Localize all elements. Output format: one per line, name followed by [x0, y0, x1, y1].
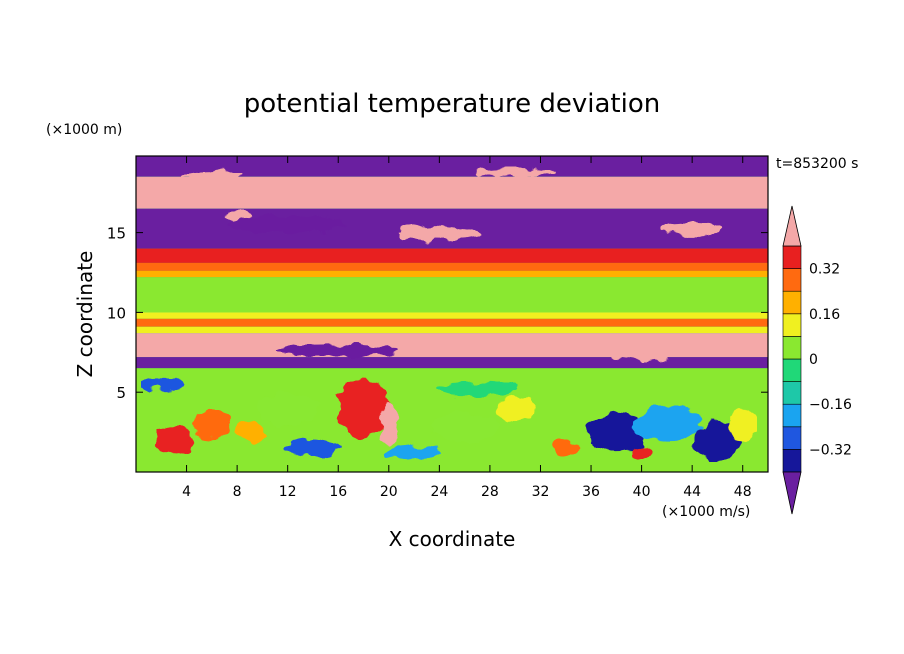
- colorbar-label: −0.16: [809, 397, 852, 413]
- colorbar-label: 0.32: [809, 262, 840, 278]
- x-axis-label: X coordinate: [389, 527, 516, 551]
- contour-band-5: [136, 270, 768, 278]
- x-tick-label: 20: [380, 484, 398, 500]
- contour-patch-9: [632, 406, 701, 443]
- x-tick-label: 28: [481, 484, 499, 500]
- contour-patch-1: [380, 404, 397, 445]
- time-label: t=853200 s: [776, 156, 858, 172]
- contour-patch-12: [553, 439, 578, 458]
- contour-patch-13: [286, 439, 339, 458]
- contour-patch-17: [437, 382, 518, 397]
- x-tick-label: 32: [532, 484, 550, 500]
- contour-field: [136, 156, 768, 472]
- contour-patch-8: [586, 412, 647, 453]
- contour-blobs: [141, 166, 757, 462]
- x-tick-label: 48: [734, 484, 752, 500]
- colorbar-segment-7: [782, 290, 802, 315]
- y-tick-label: 15: [107, 225, 126, 243]
- contour-patch-24: [278, 344, 399, 357]
- x-unit-label: (×1000 m/s): [662, 504, 750, 520]
- contour-band-1: [136, 176, 768, 209]
- colorbar-segment-8: [782, 268, 802, 292]
- contour-patch-3: [153, 427, 194, 454]
- contour-band-10: [136, 333, 768, 358]
- contour-band-8: [136, 318, 768, 327]
- colorbar-label: 0.16: [809, 307, 840, 323]
- y-tick-label: 10: [107, 304, 126, 322]
- colorbar-label: −0.32: [809, 442, 852, 458]
- contour-band-3: [136, 248, 768, 263]
- contour-patch-25: [611, 350, 672, 361]
- contour-patch-6: [430, 412, 499, 443]
- colorbar-segment-2: [782, 403, 802, 428]
- contour-patch-11: [728, 409, 757, 440]
- x-axis: 4 8 12 16 20 24 28 32 36 40 44 48: [182, 156, 752, 500]
- y-axis: 5 10 15: [107, 225, 768, 402]
- contour-patch-5: [235, 422, 264, 443]
- contour-patch-23: [475, 166, 556, 177]
- contour-patch-19: [399, 224, 480, 241]
- contour-patch-20: [227, 216, 348, 233]
- x-tick-label: 36: [582, 484, 600, 500]
- colorbar-label: 0: [809, 352, 818, 368]
- colorbar: 0.32 0.16 0 −0.16 −0.32: [782, 205, 852, 515]
- contour-patch-10: [695, 420, 740, 461]
- contour-patch-2: [193, 409, 230, 440]
- contour-band-7: [136, 312, 768, 319]
- colorbar-top-arrow: [782, 205, 802, 247]
- contour-patch-14: [384, 445, 445, 460]
- x-tick-label: 16: [329, 484, 347, 500]
- contour-band-11: [136, 357, 768, 369]
- x-tick-label: 44: [683, 484, 701, 500]
- colorbar-segment-9: [782, 245, 802, 269]
- colorbar-segment-5: [782, 336, 802, 360]
- contour-band-0: [136, 156, 768, 177]
- plot-frame: [135, 155, 769, 473]
- x-tick-label: 4: [182, 484, 191, 500]
- x-tick-label: 8: [233, 484, 242, 500]
- contour-patch-15: [631, 443, 652, 462]
- contour-patch-4: [257, 391, 318, 426]
- y-tick-label: 5: [116, 384, 126, 402]
- contour-band-9: [136, 326, 768, 334]
- colorbar-bottom-arrow: [782, 471, 802, 515]
- x-tick-label: 24: [430, 484, 448, 500]
- chart-title: potential temperature deviation: [244, 89, 660, 119]
- contour-patch-21: [662, 223, 723, 236]
- colorbar-segment-0: [782, 449, 802, 473]
- colorbar-segment-6: [782, 313, 802, 337]
- x-tick-label: 40: [633, 484, 651, 500]
- contour-patch-0: [337, 378, 390, 439]
- colorbar-segment-3: [782, 381, 802, 405]
- contour-patch-22: [181, 170, 242, 181]
- colorbar-segment-4: [782, 358, 802, 382]
- contour-patch-16: [141, 378, 182, 391]
- contour-patch-7: [495, 396, 536, 421]
- contour-patch-18: [225, 211, 250, 222]
- y-axis-label: Z coordinate: [73, 251, 97, 378]
- colorbar-segment-1: [782, 426, 802, 450]
- x-tick-label: 12: [279, 484, 297, 500]
- contour-band-4: [136, 262, 768, 271]
- y-unit-label: (×1000 m): [46, 122, 122, 138]
- contour-band-6: [136, 277, 768, 313]
